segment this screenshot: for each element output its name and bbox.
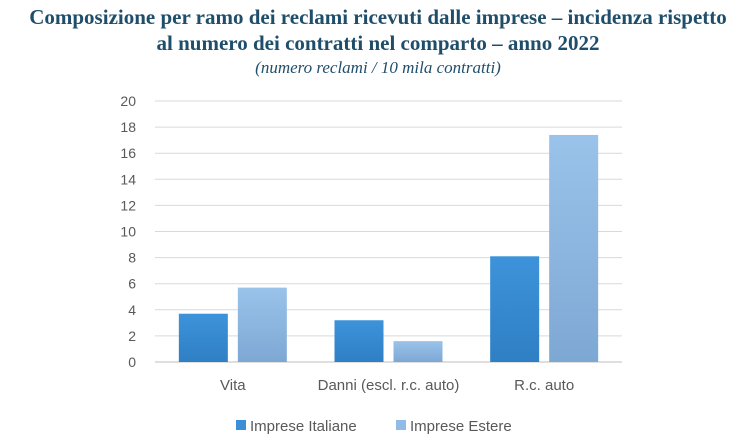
y-tick-label: 12: [120, 197, 136, 213]
y-tick-label: 8: [128, 250, 136, 266]
x-category-label: R.c. auto: [514, 377, 574, 394]
y-tick-label: 18: [120, 119, 136, 135]
gridlines: [155, 100, 622, 363]
legend-swatch: [236, 420, 246, 430]
chart-subtitle: (numero reclami / 10 mila contratti): [255, 58, 501, 77]
x-category-label: Vita: [220, 377, 246, 394]
legend-label: Imprese Estere: [410, 418, 512, 435]
chart-title-line-1: Composizione per ramo dei reclami ricevu…: [29, 5, 727, 29]
y-tick-label: 10: [120, 224, 136, 240]
legend-swatch: [396, 420, 406, 430]
y-axis-ticks: 0 2 4 6 8 10 12 14 16 18 20: [120, 93, 136, 370]
legend-label: Imprese Italiane: [250, 418, 357, 435]
bar-imprese-estere: [237, 287, 287, 362]
y-tick-label: 14: [120, 171, 136, 187]
y-tick-label: 20: [120, 93, 136, 109]
y-tick-label: 16: [120, 145, 136, 161]
bar-imprese-italiane: [334, 320, 384, 362]
legend: Imprese Italiane Imprese Estere: [236, 418, 512, 435]
chart-title: Composizione per ramo dei reclami ricevu…: [0, 4, 756, 56]
y-tick-label: 0: [128, 354, 136, 370]
bar-imprese-estere: [549, 134, 599, 362]
y-tick-label: 6: [128, 276, 136, 292]
bar-imprese-italiane: [490, 256, 540, 362]
x-axis-categories: Vita Danni (escl. r.c. auto) R.c. auto: [220, 377, 574, 394]
bars: [178, 134, 599, 362]
y-tick-label: 4: [128, 302, 136, 318]
bar-imprese-estere: [393, 341, 443, 362]
x-category-label: Danni (escl. r.c. auto): [318, 377, 460, 394]
y-tick-label: 2: [128, 328, 136, 344]
chart-title-line-2: al numero dei contratti nel comparto – a…: [156, 31, 600, 55]
bar-imprese-italiane: [178, 313, 228, 362]
